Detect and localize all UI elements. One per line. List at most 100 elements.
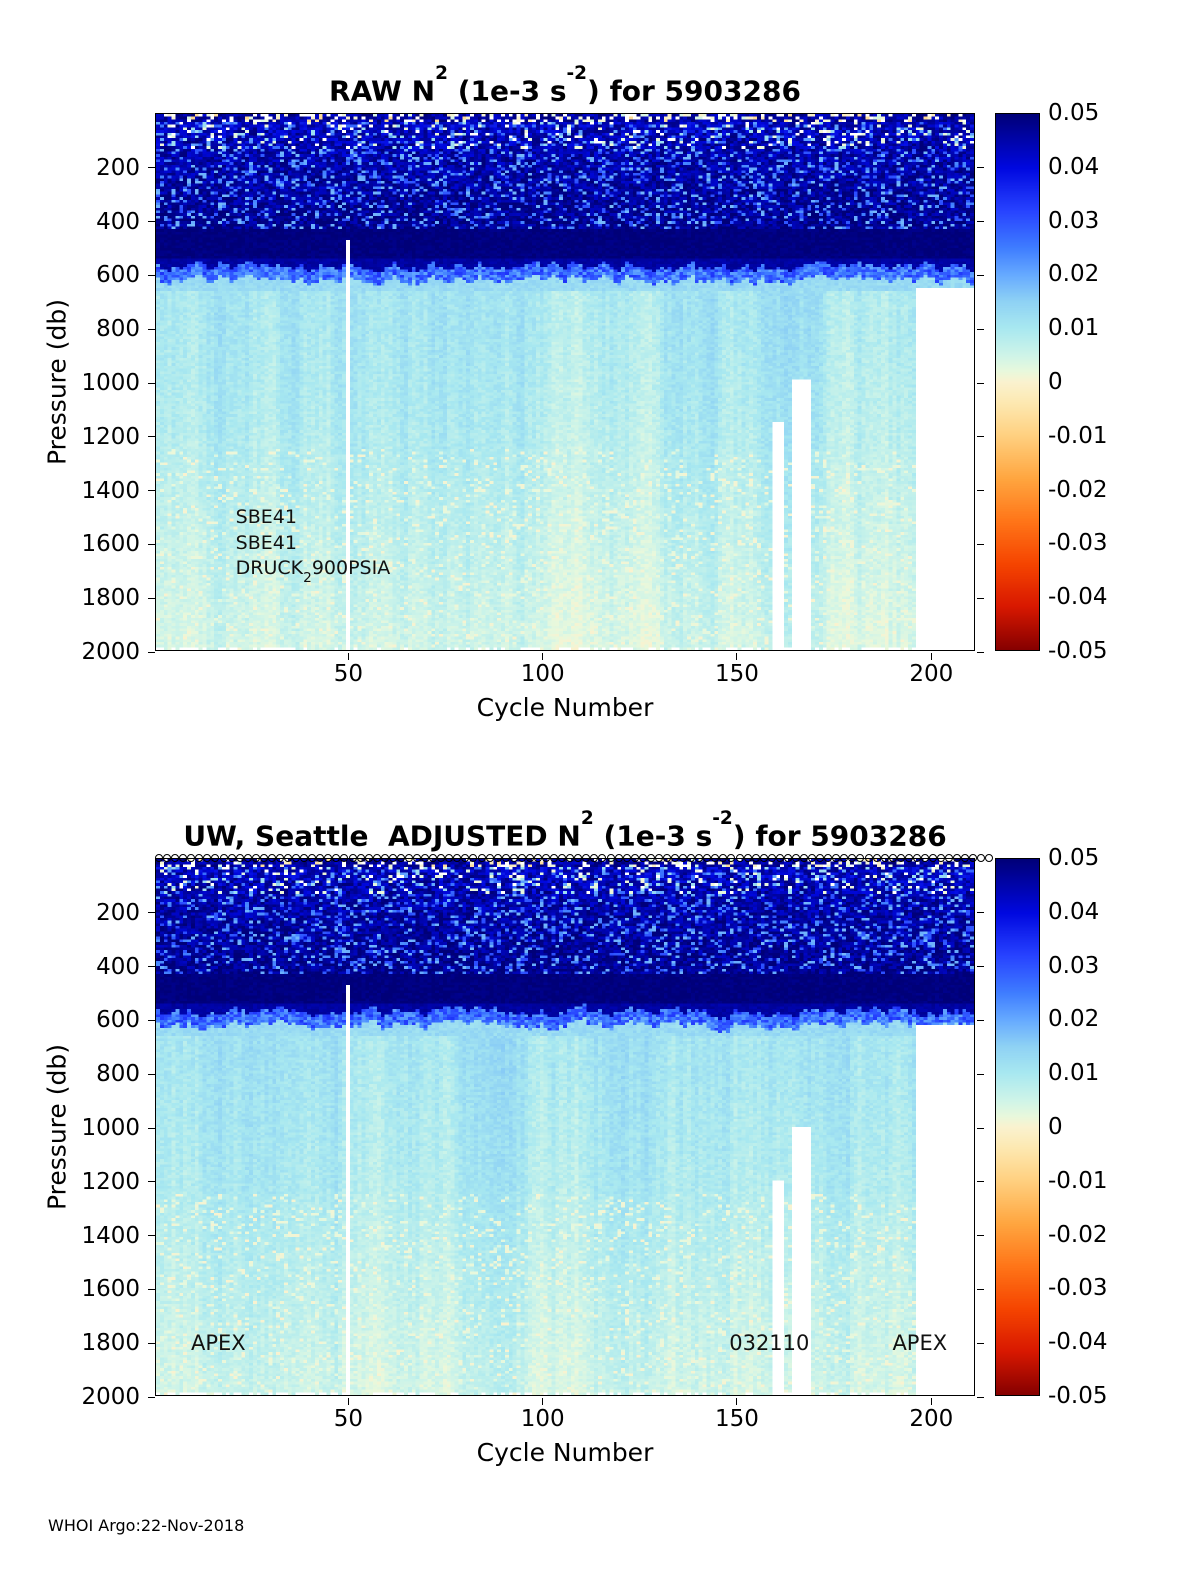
tick-mark — [977, 1073, 984, 1075]
tick-mark — [148, 912, 155, 914]
circle-marker-icon — [703, 853, 712, 862]
circle-marker-icon — [421, 853, 430, 862]
circle-marker-icon — [840, 853, 849, 862]
circle-marker-icon — [856, 853, 865, 862]
tick-mark — [148, 436, 155, 438]
y-tick-label: 400 — [96, 953, 140, 980]
circle-marker-icon — [227, 853, 236, 862]
title-text: UW, Seattle ADJUSTED N — [183, 819, 581, 853]
circle-marker-icon — [872, 853, 881, 862]
tick-mark — [977, 966, 984, 968]
circle-marker-icon — [525, 853, 534, 862]
tick-mark — [148, 221, 155, 223]
circle-marker-icon — [445, 853, 454, 862]
circle-marker-icon — [533, 853, 542, 862]
colorbar-tick-label: -0.02 — [1048, 1221, 1108, 1248]
x-tick-label: 200 — [909, 661, 954, 687]
circle-marker-icon — [477, 853, 486, 862]
circle-marker-icon — [509, 853, 518, 862]
circle-marker-icon — [767, 853, 776, 862]
plot-annotation: APEX — [892, 1331, 947, 1355]
circle-marker-icon — [332, 853, 341, 862]
y-tick-label: 1800 — [81, 1330, 140, 1357]
title-text: ) for 5903286 — [732, 819, 947, 853]
y-tick-label: 1000 — [81, 1115, 140, 1141]
circle-marker-icon — [324, 853, 333, 862]
x-tick-label: 150 — [715, 661, 759, 687]
colorbar-tick-label: 0 — [1048, 1114, 1063, 1140]
circle-marker-icon — [985, 853, 994, 862]
tick-mark — [977, 274, 984, 276]
circle-marker-icon — [654, 853, 663, 862]
y-tick-label: 600 — [96, 1007, 140, 1034]
circle-marker-icon — [195, 853, 204, 862]
y-tick-label: 800 — [96, 316, 140, 343]
circle-marker-icon — [340, 853, 349, 862]
circle-marker-icon — [727, 853, 736, 862]
circle-marker-icon — [735, 853, 744, 862]
tick-mark — [148, 274, 155, 276]
tick-mark — [977, 651, 984, 653]
tick-mark — [977, 1181, 984, 1183]
x-tick-label: 100 — [520, 1406, 565, 1432]
title-text: RAW N — [329, 74, 436, 108]
plot-annotation: SBE41 — [236, 532, 297, 554]
circle-marker-icon — [348, 853, 357, 862]
circle-marker-icon — [356, 853, 365, 862]
colorbar-tick-label: 0 — [1048, 369, 1063, 395]
y-tick-label: 200 — [96, 154, 140, 181]
colorbar-tick-label: 0.02 — [1048, 261, 1100, 288]
circle-marker-icon — [437, 853, 446, 862]
plot-annotation: DRUCK2900PSIA — [236, 557, 391, 586]
circle-marker-icon — [469, 853, 478, 862]
circle-marker-icon — [517, 853, 526, 862]
x-tick-label: 50 — [333, 661, 363, 687]
tick-mark — [977, 597, 984, 599]
x-tick-label: 150 — [715, 1406, 759, 1432]
title-text: ) for 5903286 — [587, 74, 801, 108]
circle-marker-icon — [816, 853, 825, 862]
y-tick-label: 1000 — [81, 370, 140, 396]
colorbar-tick-label: -0.04 — [1048, 1329, 1108, 1356]
circle-marker-icon — [961, 853, 970, 862]
circle-marker-icon — [396, 853, 405, 862]
colorbar-tick-label: 0.02 — [1048, 1006, 1100, 1033]
colorbar-tick-label: 0.04 — [1048, 153, 1100, 180]
colorbar-tick-label: -0.05 — [1048, 638, 1108, 664]
y-tick-label: 800 — [96, 1061, 140, 1088]
circle-marker-icon — [945, 853, 954, 862]
annotation-text: APEX — [190, 1331, 246, 1356]
colorbar-tick-label: -0.03 — [1048, 530, 1108, 557]
colorbar-canvas — [996, 859, 1039, 1395]
tick-mark — [977, 1288, 984, 1290]
tick-mark — [347, 1398, 349, 1405]
tick-mark — [148, 1127, 155, 1129]
y-tick-label: 1600 — [81, 1276, 140, 1303]
circle-marker-icon — [606, 853, 615, 862]
plot-annotation: SBE41 — [236, 506, 297, 528]
circle-marker-icon — [235, 853, 244, 862]
colorbar-tick-label: -0.01 — [1048, 422, 1108, 449]
circle-marker-icon — [251, 853, 260, 862]
title-superscript: 2 — [435, 62, 448, 84]
circle-marker-icon — [155, 853, 163, 862]
circle-marker-icon — [598, 853, 607, 862]
plot-annotation: APEX — [191, 1331, 246, 1355]
raw-n2-panel: RAW N2 (1e-3 s-2) for 5903286 Pressure (… — [0, 0, 1200, 745]
x-axis-label: Cycle Number — [476, 693, 654, 722]
circle-marker-icon — [937, 853, 946, 862]
tick-mark — [148, 651, 155, 653]
circle-marker-icon — [558, 853, 567, 862]
colorbar-tick-label: -0.02 — [1048, 476, 1108, 503]
circle-marker-icon — [574, 853, 583, 862]
circle-marker-icon — [582, 853, 591, 862]
circle-marker-icon — [622, 853, 631, 862]
tick-mark — [930, 653, 932, 660]
panel-title: RAW N2 (1e-3 s-2) for 5903286 — [329, 63, 801, 108]
annotation-subscript: 2 — [303, 569, 312, 586]
circle-marker-icon — [711, 853, 720, 862]
tick-mark — [977, 1235, 984, 1237]
tick-mark — [542, 1398, 544, 1405]
y-tick-label: 2000 — [81, 639, 140, 665]
circle-marker-icon — [679, 853, 688, 862]
